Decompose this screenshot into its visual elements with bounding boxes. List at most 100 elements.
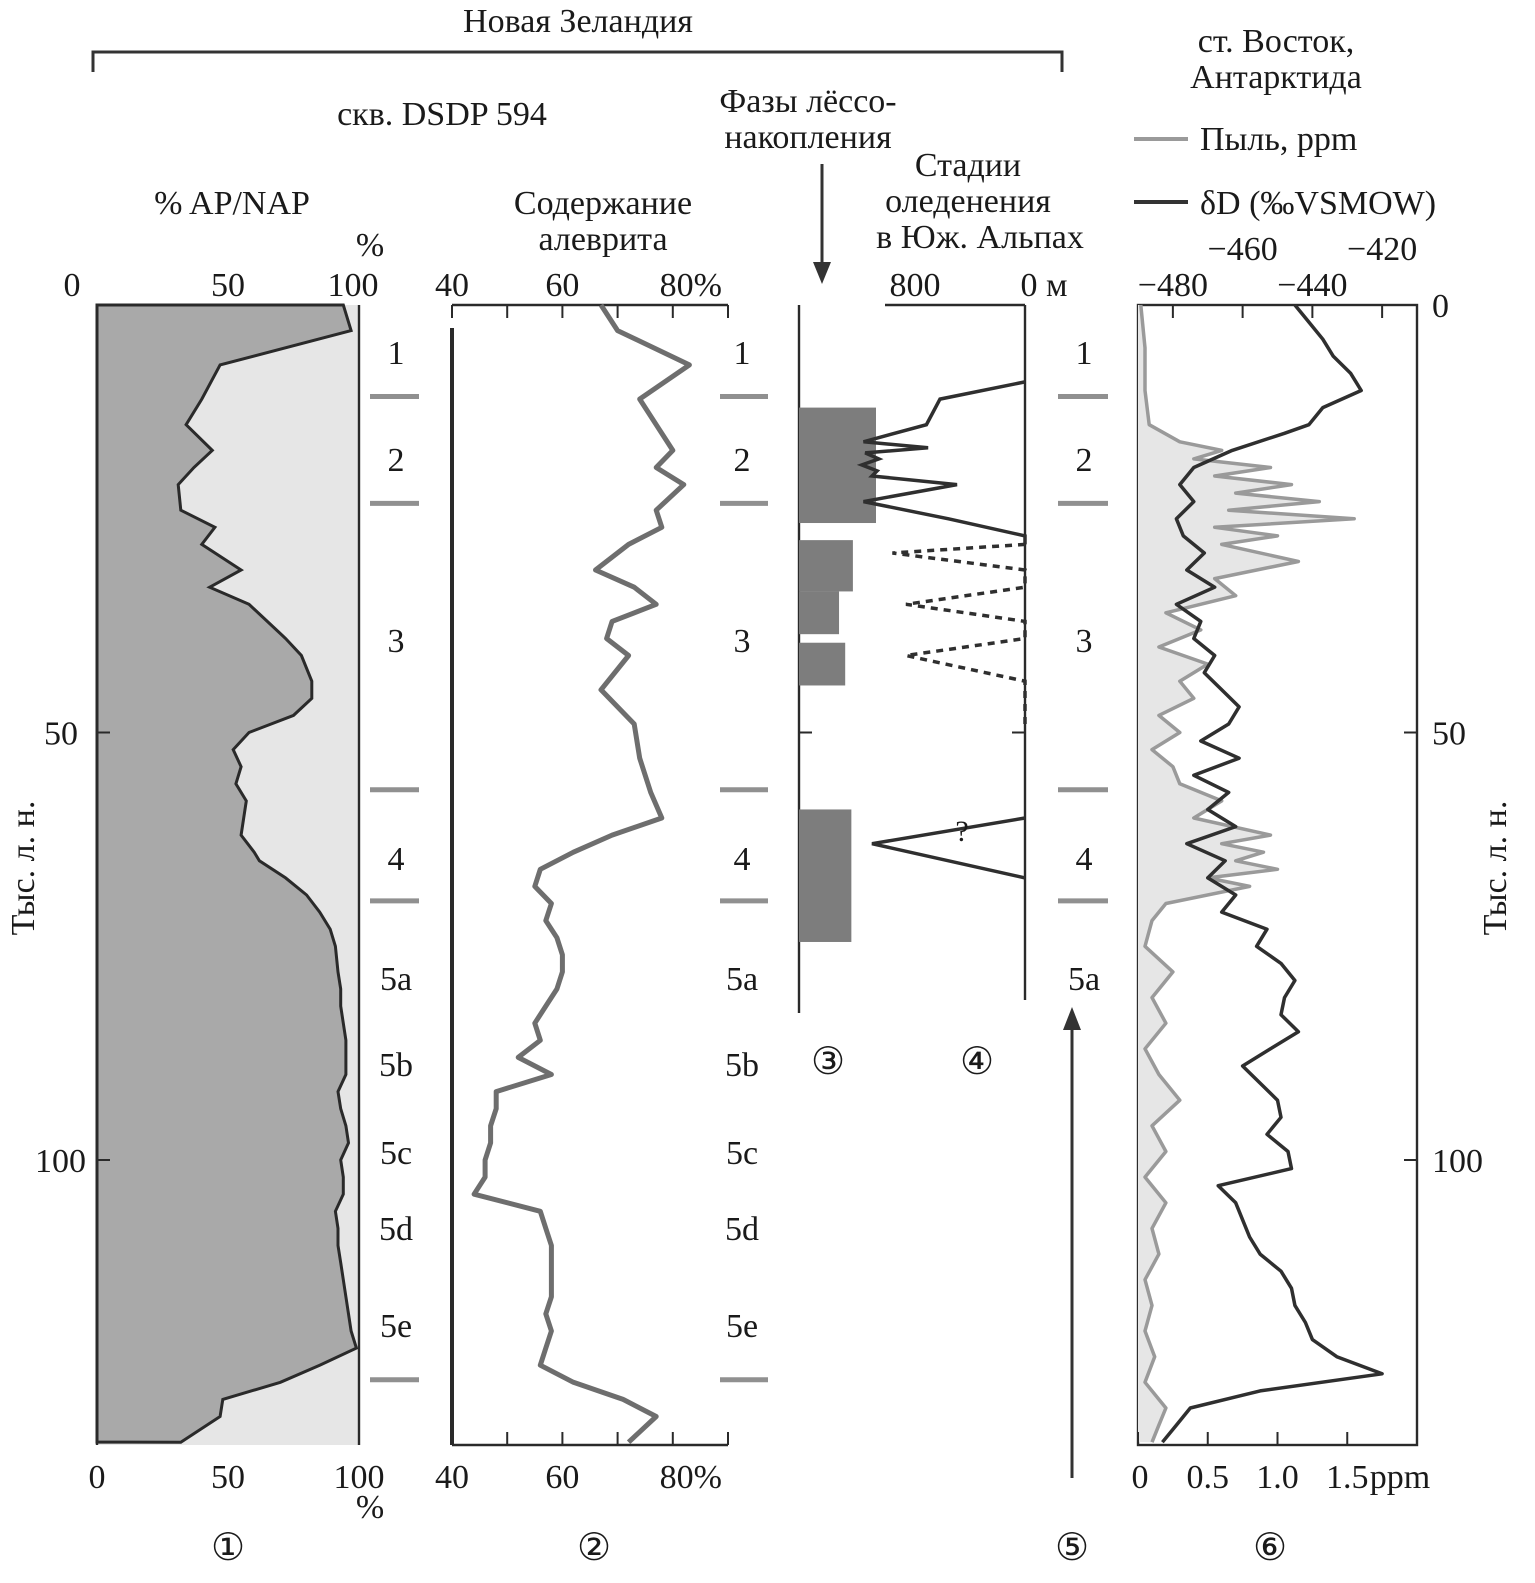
dust-line <box>1139 304 1356 1443</box>
panel-6-ticks: −480−460−440−420 0 0.5 1.0 1.5 ppm <box>1132 231 1431 1496</box>
y-axis-label-left: Тыс. л. н. <box>5 801 42 936</box>
glaciation-dashed-line <box>892 542 1027 724</box>
stage-label: 3 <box>734 623 751 660</box>
age-tick-label-right: 50 <box>1432 716 1466 753</box>
stage-label: 2 <box>734 442 751 479</box>
panel-1-tick-label-top: 50 <box>211 267 245 304</box>
glaciation-question-mark: ? <box>955 815 968 848</box>
stage-label: 1 <box>388 335 405 372</box>
panel-1-tick-label-top: 100 <box>328 267 379 304</box>
vostok-title-line1: ст. Восток, <box>1198 23 1354 60</box>
age-tick-label-left: 100 <box>35 1143 86 1180</box>
panel-2-tick-label-bottom: 80% <box>660 1459 722 1496</box>
dust-area <box>1138 305 1355 1443</box>
panel-number: ③ <box>811 1041 845 1083</box>
panel-2-tick-label-top: 40 <box>435 267 469 304</box>
age-axis-right: 0 50 100 <box>1404 288 1483 1180</box>
stage-label: 3 <box>388 623 405 660</box>
glaciation-solid-line <box>871 816 1026 880</box>
loess-phase-bar <box>799 642 846 686</box>
panel-1-ticks: 0 0 50 50 100 100 <box>64 267 385 1496</box>
region-bracket <box>91 50 1064 72</box>
stage-label: 5a <box>1068 961 1100 998</box>
glaciation-solid-line <box>856 380 1027 545</box>
stage-label: 5e <box>726 1308 758 1345</box>
panel-number: ⑥ <box>1253 1527 1287 1569</box>
age-tick-label-left: 50 <box>44 716 78 753</box>
stage-label: 5b <box>379 1047 413 1084</box>
stage-label: 3 <box>1076 623 1093 660</box>
legend-dd-label: δD (‰VSMOW) <box>1200 185 1436 222</box>
stage-label: 1 <box>734 335 751 372</box>
stage-label: 2 <box>388 442 405 479</box>
panel-1-tick-label-bottom: 0 <box>89 1459 106 1496</box>
stage-label: 5c <box>726 1135 758 1172</box>
stage-column-3: 1 2 3 4 5a <box>1058 335 1108 1478</box>
panel-1-tick-label-top: 0 <box>64 267 81 304</box>
age-tick-label-right: 100 <box>1432 1143 1483 1180</box>
glac-title-line2: оледенения <box>885 183 1051 220</box>
age-tick-label-right: 0 <box>1432 288 1449 325</box>
stage-column-2: 1 2 3 4 5a 5b 5c 5d 5e <box>720 335 768 1383</box>
glac-title-line3: в Юж. Альпах <box>876 219 1084 256</box>
loess-arrowhead <box>813 262 831 284</box>
stage-label: 5d <box>725 1211 759 1248</box>
panel-2-tick-label-bottom: 40 <box>435 1459 469 1496</box>
alevrit-line <box>471 303 692 1445</box>
deltaD-tick-label: −420 <box>1347 231 1417 268</box>
panel-3-loess <box>797 305 876 1013</box>
stage-label: 5b <box>725 1047 759 1084</box>
dust-tick-label: 0 <box>1132 1459 1149 1496</box>
core-title: скв. DSDP 594 <box>337 96 547 133</box>
glac-title-line1: Стадии <box>915 147 1021 184</box>
stage-label: 5a <box>726 961 758 998</box>
age-axis-left: 50 100 <box>35 304 110 1180</box>
deltaD-tick-label: −480 <box>1138 267 1208 304</box>
stage-label: 2 <box>1076 442 1093 479</box>
panel-numbers: ① ② ③ ④ ⑤ ⑥ <box>211 1041 1287 1569</box>
stage-label: 4 <box>734 841 751 878</box>
panel-2-tick-label-top: 80% <box>660 267 722 304</box>
panel-4-glaciation: 800 0 м ? <box>856 267 1068 1000</box>
panel-2-tick-label-bottom: 60 <box>545 1459 579 1496</box>
stage-label: 5e <box>380 1308 412 1345</box>
panel-number: ② <box>577 1527 611 1569</box>
panel-2-title-line2: алеврита <box>538 221 667 258</box>
dust-tick-label: 1.0 <box>1256 1459 1299 1496</box>
dust-unit-label: ppm <box>1370 1459 1430 1496</box>
loess-title-line2: накопления <box>724 119 892 156</box>
panel-1-tick-label-bottom: 50 <box>211 1459 245 1496</box>
ap-nap-area <box>95 303 359 1444</box>
panel-1-tick-label-bottom: 100 <box>334 1459 385 1496</box>
panel-4-tick-label: 800 <box>890 267 941 304</box>
stage-arrow-head <box>1063 1007 1081 1030</box>
vostok-title-line2: Антарктида <box>1190 59 1362 96</box>
stage-label: 4 <box>388 841 405 878</box>
stage-label: 5a <box>380 961 412 998</box>
loess-phase-bar <box>799 540 853 592</box>
glaciation-lines <box>856 380 1027 880</box>
panel-1-unit-top: % <box>356 227 384 264</box>
deltaD-line <box>1161 303 1384 1444</box>
deltaD-tick-label: −440 <box>1277 267 1347 304</box>
panel-1-title: % AP/NAP <box>154 185 310 222</box>
stage-label: 5d <box>379 1211 413 1248</box>
panel-1-unit-bottom: % <box>356 1489 384 1526</box>
stage-label: 1 <box>1076 335 1093 372</box>
panel-2-title-line1: Содержание <box>514 185 692 222</box>
loess-phase-bar <box>799 591 840 635</box>
panel-2-alevrit: Содержание алеврита 40 40 60 60 80% 80% <box>435 185 729 1496</box>
y-axis-label-right: Тыс. л. н. <box>1477 801 1514 936</box>
loess-phase-bar <box>799 809 852 942</box>
legend-dust-label: Пыль, ppm <box>1200 121 1357 158</box>
panel-number: ⑤ <box>1055 1527 1089 1569</box>
panel-4-ticks: 800 0 м <box>885 267 1068 734</box>
dust-tick-label: 0.5 <box>1187 1459 1230 1496</box>
stage-column-1: 1 2 3 4 5a 5b 5c 5d 5e <box>370 335 419 1383</box>
loess-bars <box>799 407 876 942</box>
loess-title-line1: Фазы лёссо- <box>719 83 896 120</box>
panel-number: ④ <box>960 1041 994 1083</box>
stage-label: 5c <box>380 1135 412 1172</box>
